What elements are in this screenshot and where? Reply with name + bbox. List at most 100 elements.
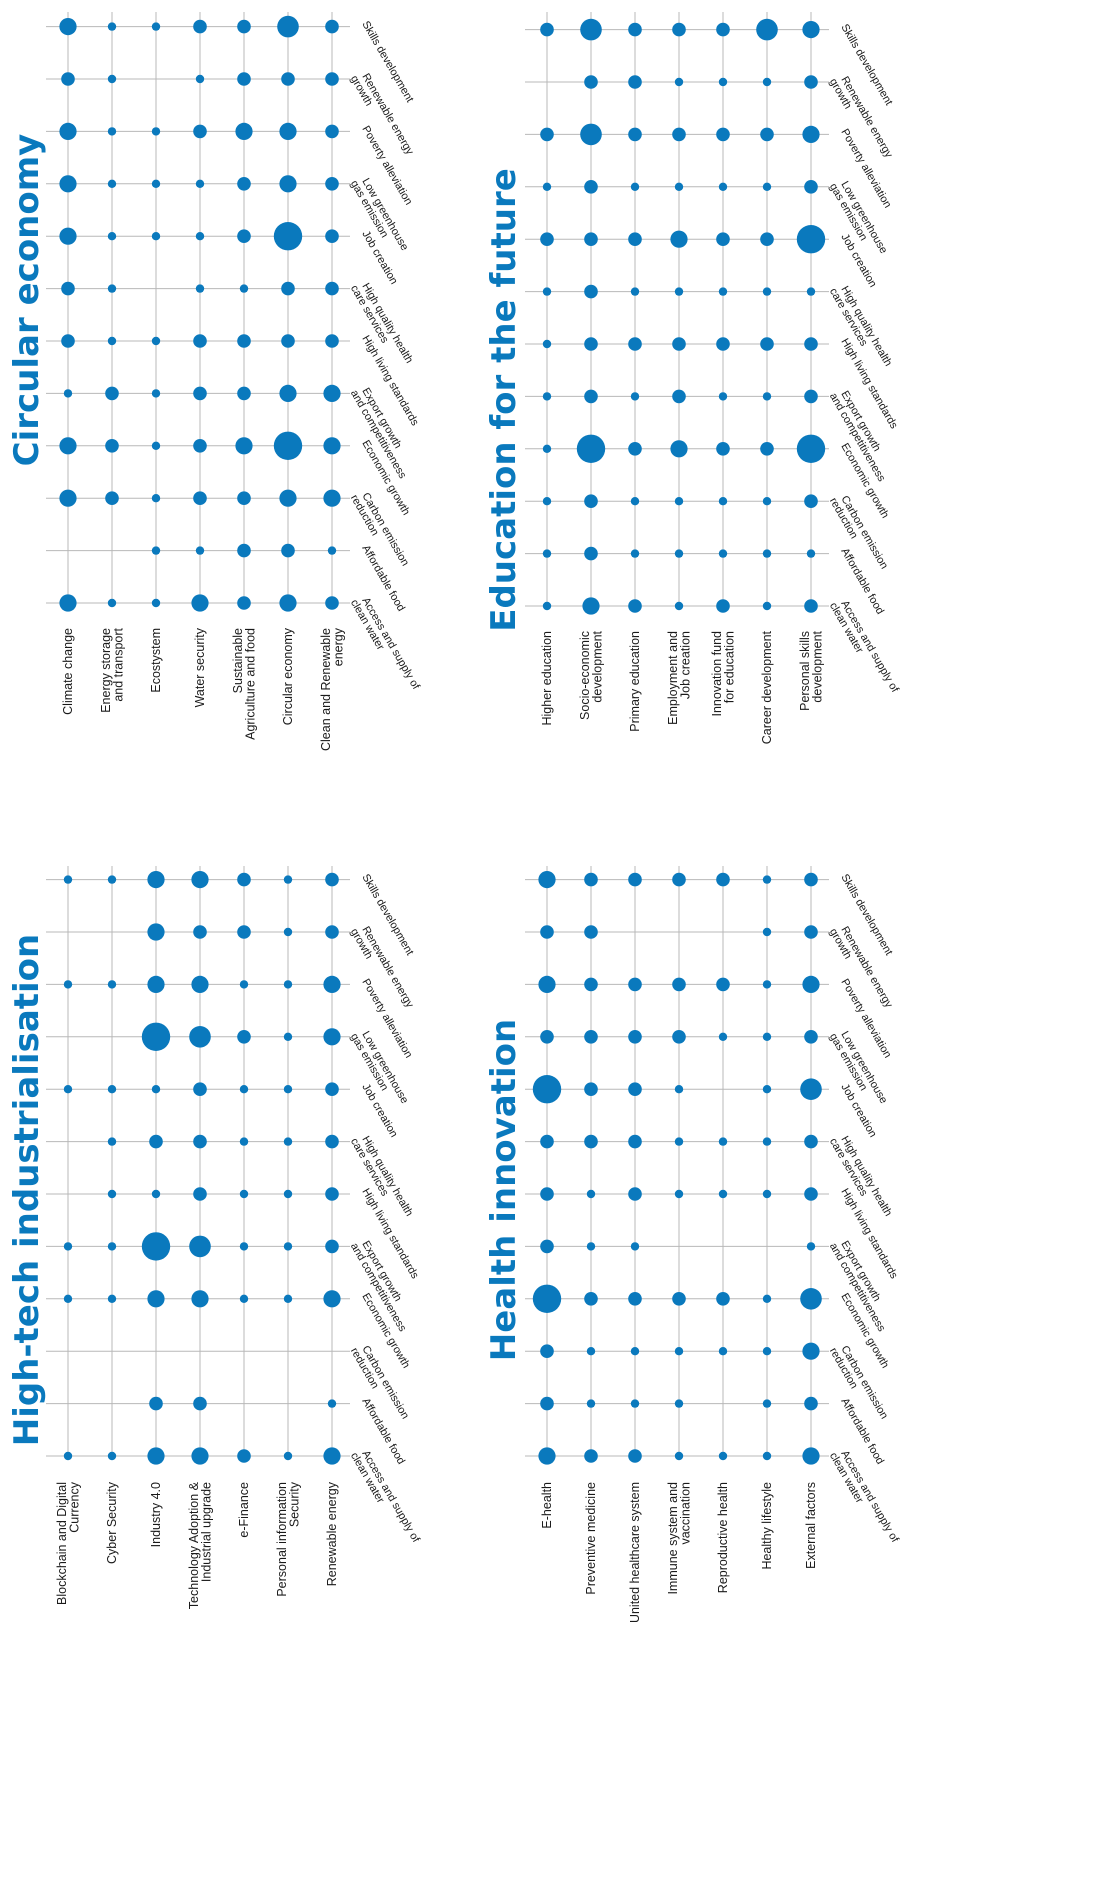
bubble [239,1242,249,1251]
bubble [542,339,552,349]
bubble [107,179,117,188]
bubble [802,125,820,143]
row-label: Reproductive health [716,1482,730,1593]
bubble [674,1137,684,1146]
bubble [804,337,818,351]
bubble [762,1032,772,1042]
chart-title-health-innovation: Health innovation [484,1019,524,1361]
bubble [760,127,774,142]
bubble [61,334,75,348]
bubble [323,384,341,402]
bubble [323,1447,341,1465]
bubble [576,434,606,463]
bubble [325,872,339,887]
bubble [628,337,642,351]
bubble [59,122,77,140]
bubble [323,437,341,455]
bubble [672,1292,686,1306]
bubble [802,21,820,39]
row-label: Primary education [628,631,642,732]
bubble [672,977,686,992]
bubble [716,599,730,613]
bubble [147,1290,165,1308]
bubble [630,549,640,558]
bubble [193,439,207,453]
bubble [147,975,165,994]
bubble [237,19,251,34]
bubble [283,1451,293,1461]
bubble [107,1137,117,1146]
bubble [760,232,774,246]
bubble [63,1294,73,1304]
bubble [107,875,117,884]
bubble [193,334,207,348]
bubble [800,1078,822,1100]
bubble [674,287,684,296]
bubble [580,123,602,146]
bubble [195,232,205,241]
bubble [804,1396,818,1411]
bubble [796,434,826,463]
row-label: SustainableAgriculture and food [231,628,258,740]
bubble [804,925,818,939]
bubble [61,72,75,86]
bubble [151,494,161,503]
bubble [802,1447,820,1465]
bubble [191,594,209,612]
row-label: Energy storageand transport [99,627,126,712]
bubble [674,1085,684,1094]
bubble [628,1134,642,1149]
chart-title-high-tech-industrialisation: High-tech industrialisation [7,934,47,1447]
bubble [716,232,730,246]
row-label: Climate change [61,628,75,715]
bubble [325,281,339,296]
row-label: Circular economy [281,627,295,725]
bubble [325,596,339,610]
bubble [584,546,598,561]
bubble [327,1399,337,1408]
bubble [542,444,552,453]
bubble [584,925,598,939]
bubble [323,1028,341,1046]
bubble [105,386,119,401]
bubble [584,284,598,299]
bubble [584,1030,598,1044]
bubble [586,1399,596,1408]
bubble [628,127,642,142]
row-label: Personal skillsdevelopment [798,630,825,710]
bubble [239,284,249,293]
bubble [283,1294,293,1304]
bubble [584,337,598,351]
bubble [804,872,818,887]
panel-health-innovation: Health innovation E-health Preventive medi… [484,866,901,1623]
bubble [804,389,818,404]
row-label: Innovation fundfor education [710,631,737,717]
bubble [63,1085,73,1094]
bubble [542,497,552,506]
row-label: Healthy lifestyle [760,1482,774,1570]
bubble [59,175,77,193]
bubble [804,1030,818,1044]
bubble [107,1085,117,1094]
bubble [716,1292,730,1306]
bubble [540,1239,554,1254]
bubble [191,975,209,994]
row-label: Clean and Renewableenergy [319,627,346,751]
bubble [107,22,117,31]
bubble [540,1344,554,1358]
bubble [237,491,251,506]
bubble [718,549,728,558]
bubble [189,1235,211,1258]
bubble [237,543,251,558]
bubble [718,1189,728,1199]
bubble [716,337,730,351]
bubble [59,227,77,245]
bubble [628,442,642,456]
bubble [806,1242,816,1251]
bubble [63,389,73,398]
bubble [283,1085,293,1094]
bubble [586,1242,596,1251]
row-label: Renewable energy [325,1481,339,1586]
row-label: Preventive medicine [584,1482,598,1595]
bubble [674,601,684,611]
